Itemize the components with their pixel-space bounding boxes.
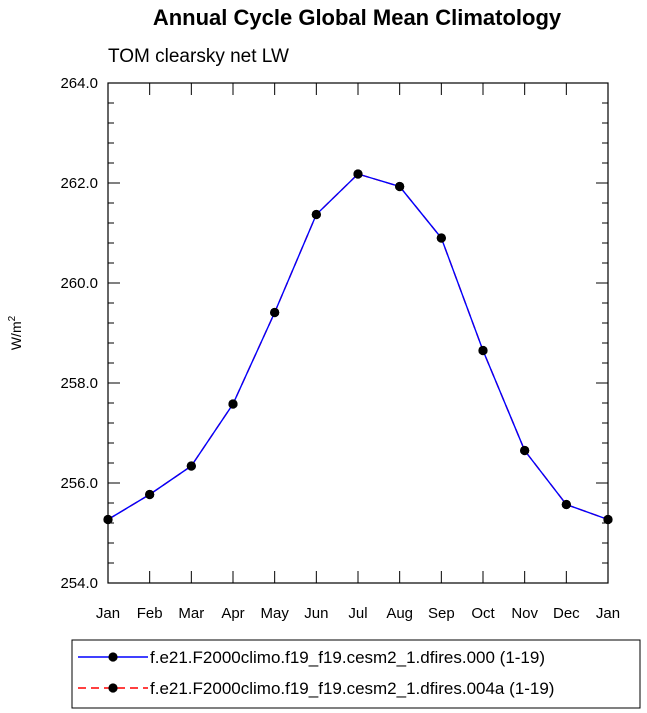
y-tick-label: 260.0: [60, 275, 98, 292]
series-line: [107, 173, 609, 521]
data-point: [478, 345, 488, 356]
data-point: [270, 307, 280, 318]
x-tick-label: May: [260, 605, 289, 622]
legend-marker: [108, 652, 118, 662]
x-tick-label: Jan: [596, 605, 620, 622]
data-point: [603, 514, 613, 525]
x-tick-label: Apr: [221, 605, 244, 622]
x-tick-label: Mar: [178, 605, 204, 622]
y-tick-label: 262.0: [60, 175, 98, 192]
data-point: [145, 489, 155, 500]
data-point: [436, 233, 446, 243]
x-tick-label: Feb: [137, 605, 163, 622]
x-tick-label: Jan: [96, 605, 120, 622]
y-tick-label: 264.0: [60, 75, 98, 92]
series-line: [107, 173, 609, 521]
y-axis-label-text: W/m: [8, 321, 24, 350]
data-point: [353, 169, 363, 179]
y-tick-label: 256.0: [60, 475, 98, 492]
legend-box: [71, 639, 641, 709]
data-point: [103, 514, 113, 525]
legend-marker: [108, 683, 118, 693]
data-point: [228, 399, 238, 409]
x-tick-label: Nov: [511, 605, 538, 622]
x-tick-label: Aug: [386, 605, 413, 622]
y-axis-label-superscript: 2: [7, 315, 18, 321]
data-point: [395, 181, 405, 192]
y-tick-label: 254.0: [60, 575, 98, 592]
data-point: [311, 209, 321, 220]
x-tick-label: Oct: [471, 605, 495, 622]
data-point: [186, 461, 196, 471]
data-point: [520, 445, 530, 456]
x-tick-label: Dec: [553, 605, 580, 622]
legend-label: f.e21.F2000climo.f19_f19.cesm2_1.dfires.…: [150, 648, 545, 667]
plot-area: 254.0 256.0 258.0 260.0 262.0 264.0 Jan Feb Mar A…: [60, 75, 620, 622]
legend: f.e21.F2000climo.f19_f19.cesm2_1.dfires.…: [71, 639, 641, 709]
x-tick-label: Sep: [428, 605, 455, 622]
data-point: [561, 499, 571, 510]
x-tick-label: Jul: [348, 605, 367, 622]
legend-label: f.e21.F2000climo.f19_f19.cesm2_1.dfires.…: [150, 679, 554, 698]
x-tick-label: Jun: [304, 605, 328, 622]
chart-title: Annual Cycle Global Mean Climatology: [153, 5, 562, 30]
y-axis-label: W/m2: [7, 315, 24, 350]
chart-subtitle: TOM clearsky net LW: [108, 46, 289, 67]
y-tick-label: 258.0: [60, 375, 98, 392]
plot-frame: [107, 82, 609, 584]
